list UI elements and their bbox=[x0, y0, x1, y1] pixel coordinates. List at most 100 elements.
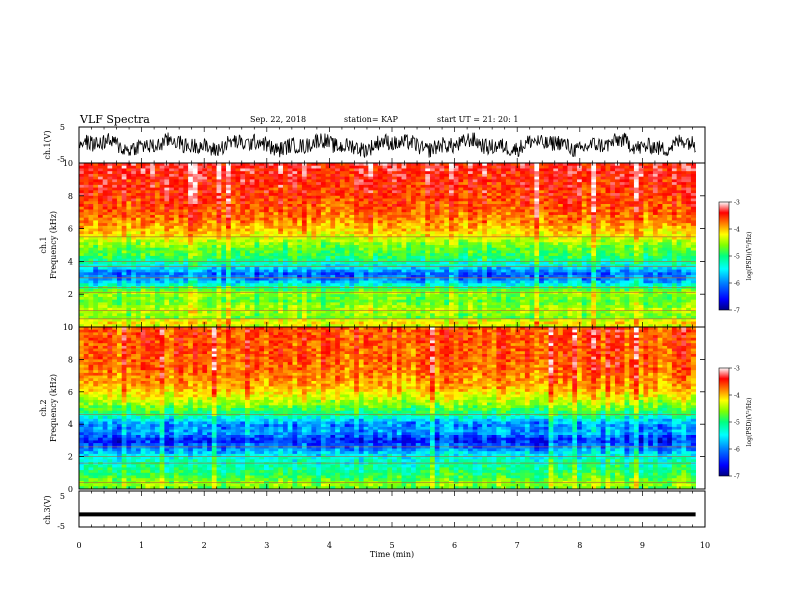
spectrogram-cell bbox=[439, 231, 445, 235]
spectrogram-cell bbox=[619, 179, 625, 183]
spectrogram-cell bbox=[401, 198, 407, 202]
spectrogram-cell bbox=[548, 255, 554, 260]
spectrogram-cell bbox=[482, 242, 488, 246]
spectrogram-cell bbox=[667, 214, 673, 219]
spectrogram-cell bbox=[259, 195, 265, 199]
spectrogram-cell bbox=[614, 245, 621, 249]
spectrogram-cell bbox=[273, 217, 279, 221]
spectrogram-cell bbox=[363, 182, 369, 186]
spectrogram-cell bbox=[396, 242, 402, 246]
spectrogram-cell bbox=[112, 234, 118, 238]
spectrogram-cell bbox=[377, 168, 383, 172]
spectrogram-cell bbox=[259, 206, 265, 210]
spectrogram-cell bbox=[510, 253, 516, 257]
spectrogram-cell bbox=[572, 193, 578, 197]
spectrogram-cell bbox=[676, 182, 682, 186]
spectrogram-cell bbox=[681, 190, 687, 194]
spectrogram-cell bbox=[491, 204, 497, 208]
spectrogram-cell bbox=[558, 261, 564, 265]
spectrogram-cell bbox=[373, 173, 379, 178]
spectrogram-cell bbox=[202, 212, 208, 216]
spectrogram-cell bbox=[633, 187, 640, 191]
spectrogram-cell bbox=[301, 264, 308, 268]
spectrogram-cell bbox=[93, 239, 99, 243]
spectrogram-cell bbox=[145, 247, 151, 251]
spectrogram-cell bbox=[534, 184, 540, 188]
spectrogram-cell bbox=[681, 212, 687, 216]
spectrogram-cell bbox=[292, 253, 298, 257]
spectrogram-cell bbox=[249, 165, 255, 169]
spectrogram-cell bbox=[662, 220, 668, 224]
spectrogram-cell bbox=[178, 245, 184, 249]
spectrogram-cell bbox=[553, 228, 559, 232]
station-label: station= KAP bbox=[344, 115, 399, 124]
spectrogram-cell bbox=[278, 168, 284, 172]
spectrogram-cell bbox=[112, 261, 118, 265]
spectrogram-cell bbox=[292, 247, 298, 251]
spectrogram-cell bbox=[624, 190, 630, 194]
spectrogram-cell bbox=[676, 209, 682, 213]
spectrogram-cell bbox=[377, 193, 383, 197]
spectrogram-cell bbox=[292, 179, 298, 183]
spectrogram-cell bbox=[638, 228, 644, 232]
spectrogram-cell bbox=[591, 201, 597, 205]
spectrogram-cell bbox=[211, 220, 217, 224]
spectrogram-cell bbox=[211, 253, 217, 257]
spectrogram-cell bbox=[577, 261, 583, 265]
spectrogram-cell bbox=[472, 228, 478, 232]
spectrogram-cell bbox=[401, 187, 407, 191]
spectrogram-cell bbox=[387, 228, 393, 232]
spectrogram-cell bbox=[216, 258, 222, 262]
spectrogram-cell bbox=[235, 212, 241, 216]
spectrogram-cell bbox=[83, 176, 89, 180]
spectrogram-cell bbox=[596, 258, 602, 262]
spectrogram-cell bbox=[562, 212, 568, 216]
spectrogram-cell bbox=[330, 214, 336, 219]
spectrogram-cell bbox=[150, 245, 156, 249]
spectrogram-cell bbox=[434, 176, 440, 180]
spectrogram-cell bbox=[448, 201, 455, 205]
spectrogram-cell bbox=[401, 231, 407, 235]
spectrogram-cell bbox=[316, 225, 322, 229]
spectrogram-cell bbox=[652, 247, 659, 251]
spectrogram-cell bbox=[301, 184, 308, 188]
spectrogram-cell bbox=[520, 255, 526, 260]
spectrogram-cell bbox=[387, 201, 393, 205]
spectrogram-cell bbox=[325, 258, 331, 262]
spectrogram-cell bbox=[297, 231, 303, 235]
spectrogram-cell bbox=[377, 198, 383, 202]
spectrogram-cell bbox=[245, 173, 251, 178]
spectrogram-cell bbox=[444, 204, 450, 208]
spectrogram-cell bbox=[316, 236, 322, 240]
spectrogram-cell bbox=[429, 195, 436, 199]
spectrogram-cell bbox=[121, 253, 127, 257]
spectrogram-cell bbox=[605, 198, 611, 202]
spectrogram-cell bbox=[97, 220, 104, 224]
spectrogram-cell bbox=[230, 245, 236, 249]
spectrogram-cell bbox=[154, 258, 161, 262]
spectrogram-cell bbox=[605, 214, 611, 219]
spectrogram-cell bbox=[116, 247, 123, 251]
spectrogram-cell bbox=[558, 204, 564, 208]
spectrogram-cell bbox=[230, 212, 236, 216]
spectrogram-cell bbox=[643, 242, 649, 246]
spectrogram-cell bbox=[358, 198, 364, 202]
spectrogram-cell bbox=[316, 201, 322, 205]
spectrogram-cell bbox=[216, 261, 222, 265]
spectrogram-cell bbox=[344, 195, 350, 199]
spectrogram-cell bbox=[368, 190, 374, 194]
spectrogram-cell bbox=[458, 247, 464, 251]
spectrogram-cell bbox=[624, 217, 630, 221]
spectrogram-cell bbox=[382, 220, 388, 224]
spectrogram-cell bbox=[610, 187, 616, 191]
spectrogram-cell bbox=[121, 206, 127, 210]
spectrogram-cell bbox=[192, 171, 198, 175]
spectrogram-cell bbox=[425, 236, 431, 240]
spectrogram-cell bbox=[638, 163, 644, 167]
spectrogram-cell bbox=[439, 223, 445, 227]
spectrogram-cell bbox=[539, 228, 545, 232]
spectrogram-cell bbox=[596, 236, 602, 240]
spectrogram-cell bbox=[79, 236, 85, 240]
spectrogram-cell bbox=[330, 171, 336, 175]
spectrogram-cell bbox=[486, 179, 493, 183]
